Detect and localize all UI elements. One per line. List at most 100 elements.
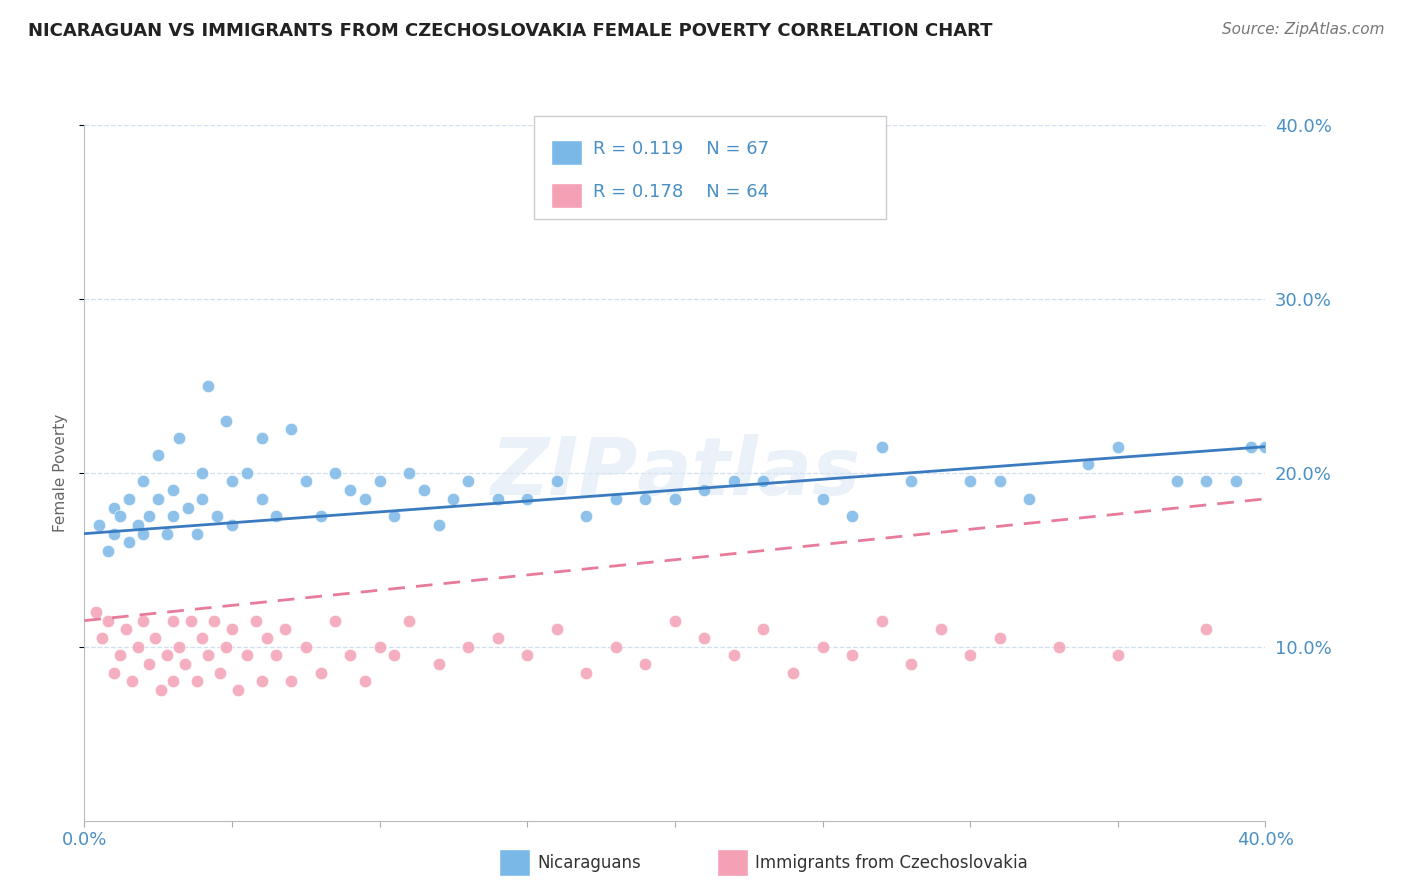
Point (250, 674, 273, 689)
Point (205, 509, 228, 524)
Point (127, 640, 149, 654)
Point (723, 475, 745, 489)
Point (221, 517, 243, 532)
Point (811, 640, 834, 654)
Point (634, 657, 657, 671)
Point (841, 648, 863, 663)
Point (180, 614, 202, 628)
Text: R = 0.119    N = 67: R = 0.119 N = 67 (593, 140, 769, 158)
Point (173, 657, 195, 671)
Point (245, 614, 267, 628)
Point (693, 483, 716, 497)
Point (236, 466, 259, 480)
Point (280, 422, 302, 436)
Point (723, 648, 745, 663)
Point (215, 640, 238, 654)
Point (1107, 648, 1129, 663)
Point (132, 475, 155, 489)
Point (398, 614, 420, 628)
Point (197, 648, 219, 663)
Point (156, 648, 179, 663)
Point (191, 631, 214, 645)
Point (264, 648, 288, 663)
Text: Immigrants from Czechoslovakia: Immigrants from Czechoslovakia (755, 854, 1028, 871)
Point (162, 614, 184, 628)
Point (427, 657, 450, 671)
Point (413, 483, 436, 497)
Point (575, 509, 598, 524)
Point (138, 657, 160, 671)
Point (162, 509, 184, 524)
Point (132, 614, 155, 628)
Point (186, 674, 208, 689)
Point (1225, 475, 1247, 489)
Point (1107, 440, 1129, 454)
Point (782, 665, 804, 680)
Point (900, 475, 922, 489)
Point (427, 517, 450, 532)
Point (368, 640, 391, 654)
Point (103, 665, 125, 680)
Point (167, 640, 190, 654)
Point (162, 674, 184, 689)
Point (841, 509, 863, 524)
Point (114, 623, 136, 637)
Point (1077, 457, 1099, 471)
Point (221, 623, 243, 637)
Point (108, 648, 131, 663)
Point (84, 605, 107, 619)
Point (339, 483, 361, 497)
Point (127, 517, 149, 532)
Point (295, 475, 318, 489)
Point (752, 475, 775, 489)
Point (457, 475, 479, 489)
Point (309, 509, 332, 524)
Point (1195, 475, 1218, 489)
Point (138, 509, 160, 524)
Text: Source: ZipAtlas.com: Source: ZipAtlas.com (1222, 22, 1385, 37)
Point (605, 640, 627, 654)
Point (546, 475, 568, 489)
Point (575, 665, 598, 680)
Point (900, 657, 922, 671)
Point (664, 491, 686, 506)
Point (191, 491, 214, 506)
Point (162, 483, 184, 497)
Point (354, 674, 377, 689)
Point (870, 614, 893, 628)
Point (167, 431, 190, 445)
Point (959, 648, 981, 663)
Point (150, 683, 173, 698)
Point (226, 683, 249, 698)
Point (457, 640, 479, 654)
Point (959, 475, 981, 489)
Point (197, 378, 219, 392)
Point (1195, 623, 1218, 637)
Point (382, 509, 406, 524)
Point (339, 648, 361, 663)
Point (398, 466, 420, 480)
Point (186, 526, 208, 541)
Point (546, 623, 568, 637)
Point (1047, 640, 1070, 654)
Point (264, 509, 288, 524)
Point (143, 631, 166, 645)
Point (1254, 440, 1277, 454)
Text: Nicaraguans: Nicaraguans (537, 854, 641, 871)
Point (236, 648, 259, 663)
Point (988, 475, 1011, 489)
Point (693, 631, 716, 645)
Point (221, 475, 243, 489)
Point (870, 440, 893, 454)
Point (516, 491, 538, 506)
Point (132, 526, 155, 541)
Point (664, 614, 686, 628)
Point (103, 526, 125, 541)
Point (929, 623, 952, 637)
Point (91, 631, 114, 645)
Point (191, 466, 214, 480)
Point (323, 614, 347, 628)
Point (1166, 475, 1188, 489)
Point (988, 631, 1011, 645)
Point (354, 491, 377, 506)
